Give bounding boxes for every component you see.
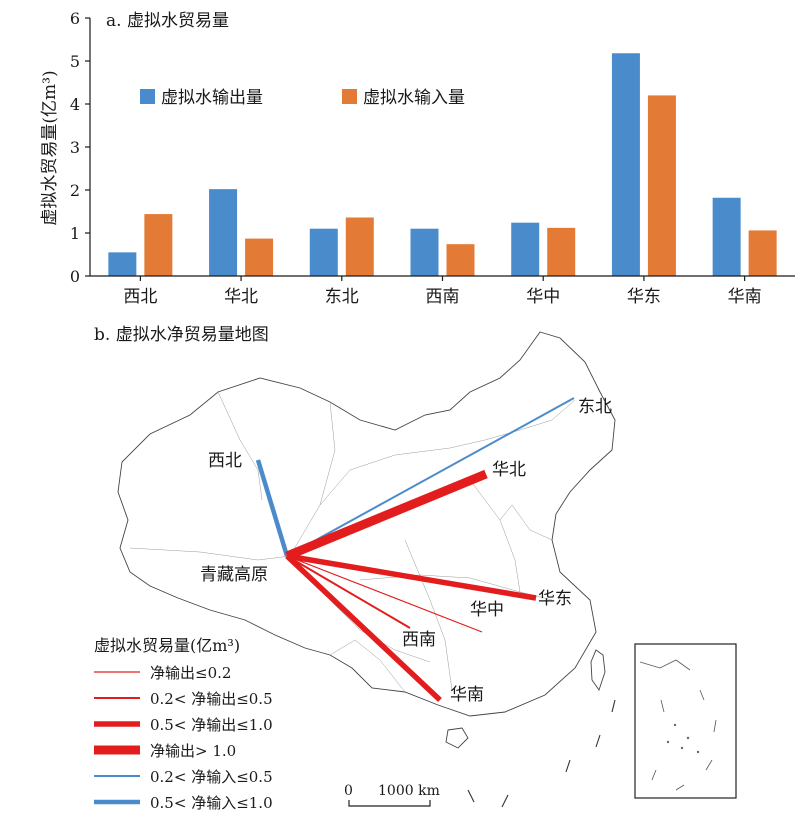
y-tick-label: 6 <box>70 9 80 28</box>
region-label-1: 华北 <box>492 460 526 480</box>
flow-legend-label-0: 净输出≤0.2 <box>150 664 231 682</box>
scale-bar-end: 1000 km <box>378 783 440 799</box>
map-panel: b. 虚拟水净贸易量地图 <box>94 325 737 812</box>
flow-line-0 <box>255 459 290 557</box>
flow-legend-label-2: 0.5< 净输出≤1.0 <box>150 716 273 734</box>
y-axis-label: 虚拟水贸易量(亿m³) <box>40 70 60 225</box>
legend-swatch-export <box>140 89 155 104</box>
bar-import-0 <box>144 214 173 276</box>
flow-line-6 <box>285 553 442 703</box>
bar-export-4 <box>511 222 540 276</box>
bar-import-4 <box>547 227 576 276</box>
y-axis-ticks: 0 1 2 3 4 5 6 <box>70 9 90 286</box>
x-tick-label: 西北 <box>123 287 157 307</box>
x-tick-label: 华南 <box>728 287 762 307</box>
bar-import-3 <box>446 244 475 276</box>
region-label-4: 华中 <box>470 600 504 620</box>
bar-export-0 <box>108 252 137 276</box>
region-label-5: 华东 <box>538 589 572 609</box>
region-label-6: 华南 <box>450 685 484 705</box>
flow-legend-title: 虚拟水贸易量(亿m³) <box>94 636 240 655</box>
region-label-0: 西北 <box>208 451 242 471</box>
map-title: b. 虚拟水净贸易量地图 <box>94 325 269 345</box>
bar-chart-panel: a. 虚拟水贸易量 虚拟水贸易量(亿m³) 0 1 2 3 4 5 6 西北 华北 东北 西南 华中… <box>40 9 795 307</box>
scale-bar: 0 1000 km <box>344 783 440 807</box>
bar-export-3 <box>410 228 439 276</box>
china-outline <box>117 331 616 717</box>
x-tick-label: 华中 <box>526 287 560 307</box>
inset-detail <box>639 659 717 791</box>
flow-legend-label-4: 0.2< 净输入≤0.5 <box>150 768 273 786</box>
bar-legend: 虚拟水输出量 虚拟水输入量 <box>140 88 465 108</box>
origin-label: 青藏高原 <box>200 565 268 585</box>
y-tick-label: 0 <box>70 267 80 286</box>
flow-legend-label-5: 0.5< 净输入≤1.0 <box>150 794 273 812</box>
flow-lines <box>255 397 575 703</box>
x-tick-label: 华北 <box>224 287 258 307</box>
flow-legend-label-1: 0.2< 净输出≤0.5 <box>150 690 273 708</box>
bar-import-1 <box>245 238 274 276</box>
bar-export-1 <box>209 189 238 276</box>
y-tick-label: 2 <box>70 181 80 200</box>
x-axis-tick-labels: 西北 华北 东北 西南 华中 华东 华南 <box>123 276 762 307</box>
y-tick-label: 4 <box>70 95 80 114</box>
flow-legend: 虚拟水贸易量(亿m³) 净输出≤0.2 0.2< 净输出≤0.5 0.5< 净输出≤… <box>94 636 273 812</box>
nine-dash-line <box>467 699 616 808</box>
region-label-2: 东北 <box>578 397 612 417</box>
flow-legend-label-3: 净输出> 1.0 <box>150 742 236 760</box>
flow-line-3 <box>286 553 537 601</box>
south-china-sea-inset <box>634 643 737 799</box>
bar-chart-title: a. 虚拟水贸易量 <box>106 11 229 31</box>
flow-line-4 <box>286 555 483 633</box>
taiwan-outline <box>590 649 606 691</box>
y-tick-label: 1 <box>70 224 80 243</box>
flow-line-1 <box>286 397 575 557</box>
bar-import-6 <box>748 230 777 276</box>
bar-import-2 <box>345 217 374 276</box>
flow-line-2 <box>285 469 488 561</box>
x-tick-label: 华东 <box>627 287 661 307</box>
scale-bar-start: 0 <box>344 783 353 799</box>
legend-label-import: 虚拟水输入量 <box>363 88 465 108</box>
legend-swatch-import <box>342 89 357 104</box>
bar-export-6 <box>712 197 741 276</box>
x-tick-label: 西南 <box>426 287 460 307</box>
y-tick-label: 3 <box>70 138 80 157</box>
bar-series <box>108 53 777 277</box>
x-tick-label: 东北 <box>325 287 359 307</box>
bar-export-5 <box>611 53 640 277</box>
legend-label-export: 虚拟水输出量 <box>161 88 263 108</box>
bar-export-2 <box>309 228 338 276</box>
region-label-3: 西南 <box>402 630 436 650</box>
bar-import-5 <box>647 95 676 277</box>
hainan-outline <box>445 727 469 749</box>
y-tick-label: 5 <box>70 52 80 71</box>
flow-line-5 <box>286 555 411 629</box>
